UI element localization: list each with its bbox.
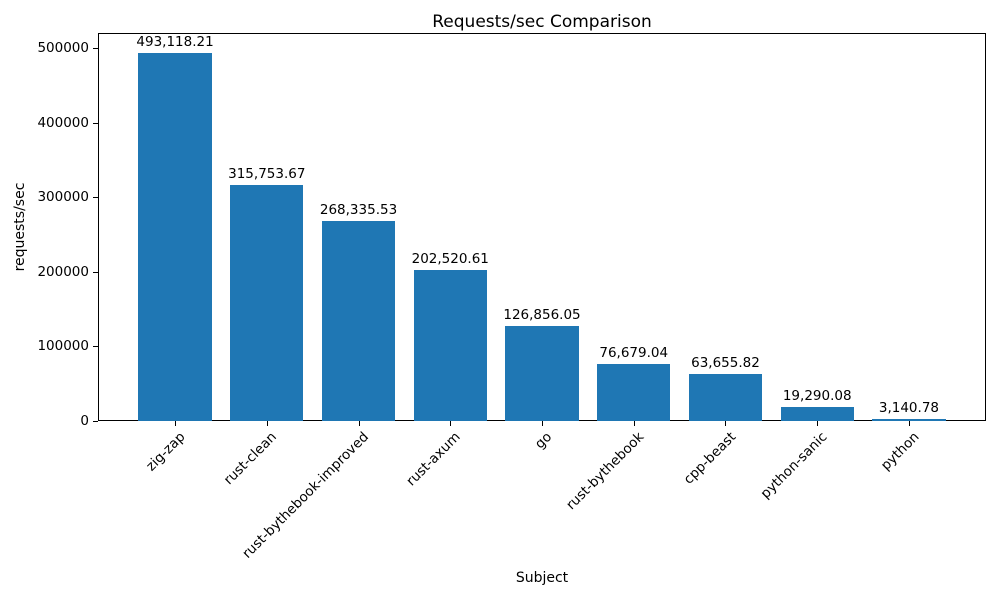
x-tick [817,421,819,426]
y-tick-label: 0 [80,413,89,429]
x-tick-label: rust-bythebook [562,429,648,514]
bar-value-label: 268,335.53 [319,201,398,218]
x-tick-label: rust-axum [403,429,464,490]
x-tick-label: python [877,429,923,474]
y-tick [93,122,98,124]
x-tick [633,421,635,426]
x-tick-label: cpp-beast [680,429,739,488]
bar-value-label: 493,118.21 [136,34,214,51]
bar-value-label: 76,679.04 [599,344,669,361]
x-tick-label: python-sanic [757,429,831,502]
x-tick-label: zig-zap [142,429,189,475]
y-tick-label: 100000 [37,338,89,355]
y-tick [93,421,98,422]
y-tick [93,271,98,273]
x-tick-label: go [532,429,556,453]
x-axis-label: Subject [515,570,569,586]
x-tick [266,421,268,426]
bar [505,326,579,421]
x-tick-label: rust-clean [220,429,281,489]
y-tick-label: 500000 [37,39,89,56]
y-tick-label: 400000 [37,114,89,131]
bar [780,406,854,421]
bar [413,269,487,421]
bar [230,185,304,421]
y-tick [93,47,98,49]
x-tick [908,421,910,426]
x-tick [542,421,543,426]
x-tick [175,421,177,426]
bar-value-label: 315,753.67 [228,166,306,183]
bar [688,373,763,421]
y-tick-label: 200000 [37,263,89,280]
bar-value-label: 126,856.05 [503,307,581,324]
y-tick-label: 300000 [37,189,89,206]
bar-value-label: 3,140.78 [878,399,939,416]
bar [872,418,946,421]
y-tick [93,346,98,348]
bar [597,363,671,421]
y-tick [93,197,98,199]
y-axis-label: requests/sec [12,182,28,272]
bar [138,53,212,421]
bar [321,220,396,421]
bar-value-label: 63,655.82 [691,354,760,371]
x-tick [725,421,727,426]
x-tick [358,421,360,426]
chart-title: Requests/sec Comparison [432,12,652,32]
bar-value-label: 19,290.08 [782,387,852,404]
bar-value-label: 202,520.61 [411,250,489,267]
x-tick [450,421,452,426]
